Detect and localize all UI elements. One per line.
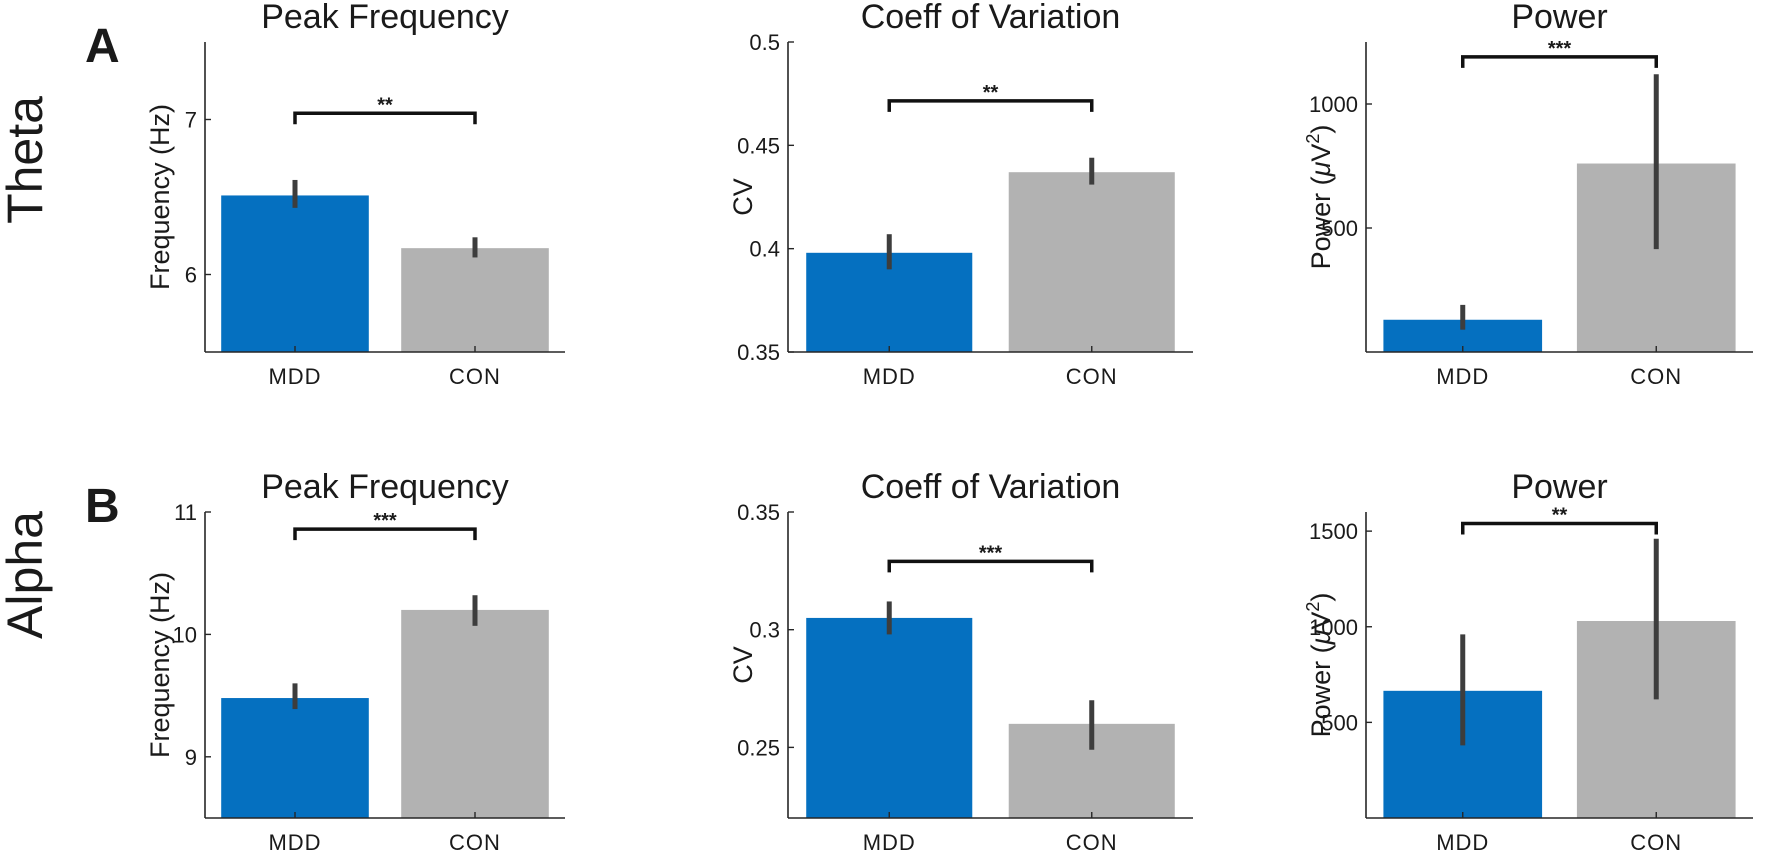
chart2-bar-con <box>1008 172 1175 352</box>
chart4-ytick-label: 10 <box>173 622 197 647</box>
chart5-title: Coeff of Variation <box>861 468 1121 506</box>
chart4-title: Peak Frequency <box>261 468 509 506</box>
chart1-bar-mdd <box>221 195 369 352</box>
chart3-xtick-label-mdd: MDD <box>1436 364 1489 389</box>
chart4-bar-con <box>401 609 549 818</box>
chart4-group: Peak Frequency Frequency (Hz) 9 10 11 MDD CON *… <box>145 468 565 853</box>
chart6-significance-bracket <box>1461 521 1658 535</box>
chart1-ytick-label: 6 <box>185 263 197 288</box>
chart3-ylabel-part: ) <box>1306 125 1336 134</box>
chart3-ylabel-part: μ <box>1306 161 1336 177</box>
chart1-group: Peak Frequency Frequency (Hz) 6 7 MDD CON ** <box>145 0 565 389</box>
chart3-ytick-label: 500 <box>1321 216 1358 241</box>
chart5-significance-bracket <box>887 559 1094 573</box>
chart4-significance-label: *** <box>373 510 397 532</box>
chart5-significance-label: *** <box>979 542 1003 564</box>
chart1-title: Peak Frequency <box>261 0 509 36</box>
chart2-significance-bracket <box>887 99 1094 112</box>
chart4-ylabel: Frequency (Hz) <box>145 572 175 758</box>
chart6-significance-label: ** <box>1552 504 1568 526</box>
chart4-xtick-label-con: CON <box>449 830 501 853</box>
chart6-ylabel: Power (μV2) <box>1303 593 1336 738</box>
chart1-bar-con <box>401 248 549 352</box>
chart5-group: Coeff of Variation CV 0.25 0.3 0.35 MDD CON *** <box>728 468 1193 853</box>
chart4-bar-mdd <box>221 698 369 818</box>
chart2-group: Coeff of Variation CV 0.35 0.4 0.45 0.5 MDD CON… <box>728 0 1193 389</box>
chart6-ytick-label: 1000 <box>1309 615 1358 640</box>
chart3-ylabel-part: 2 <box>1303 134 1323 144</box>
chart1-xtick-label-mdd: MDD <box>268 364 321 389</box>
chart6-ylabel-part: 2 <box>1303 602 1323 612</box>
chart2-ylabel: CV <box>728 178 758 216</box>
chart1-significance-bracket <box>293 111 477 125</box>
chart6-xtick-label-mdd: MDD <box>1436 830 1489 853</box>
chart5-bar-mdd <box>806 617 973 818</box>
chart6-ytick-label: 500 <box>1321 710 1358 735</box>
chart3-title: Power <box>1511 0 1607 36</box>
chart1-significance-label: ** <box>377 94 393 116</box>
chart2-xtick-label-mdd: MDD <box>863 364 916 389</box>
chart6-ytick-label: 1500 <box>1309 519 1358 544</box>
chart6-ylabel-part: μ <box>1306 629 1336 645</box>
chart6-xtick-label-con: CON <box>1630 830 1682 853</box>
chart5-ylabel: CV <box>728 646 758 684</box>
chart4-xtick-label-mdd: MDD <box>268 830 321 853</box>
chart2-title: Coeff of Variation <box>861 0 1121 36</box>
chart3-significance-label: *** <box>1548 38 1572 60</box>
chart1-ylabel: Frequency (Hz) <box>145 104 175 290</box>
panel-letter-a: A <box>85 20 120 73</box>
row-label-alpha: Alpha <box>0 511 53 639</box>
chart3-ylabel-part: V <box>1306 144 1336 162</box>
chart5-xtick-label-mdd: MDD <box>863 830 916 853</box>
chart2-xtick-label-con: CON <box>1066 364 1118 389</box>
chart2-ytick-label: 0.5 <box>749 30 780 55</box>
panel-letter-b: B <box>85 480 120 533</box>
chart2-significance-label: ** <box>983 82 999 104</box>
chart3-xtick-label-con: CON <box>1630 364 1682 389</box>
chart2-ytick-label: 0.4 <box>749 237 780 262</box>
chart4-significance-bracket <box>293 527 477 541</box>
chart4-ytick-label: 11 <box>174 500 197 525</box>
chart3-ylabel: Power (μV2) <box>1303 125 1336 270</box>
row-label-theta: Theta <box>0 96 53 224</box>
chart5-ytick-label: 0.35 <box>737 500 780 525</box>
chart6-ylabel-part: V <box>1306 612 1336 630</box>
chart2-ytick-label: 0.45 <box>737 133 780 158</box>
chart1-ytick-label: 7 <box>185 108 197 133</box>
chart5-xtick-label-con: CON <box>1066 830 1118 853</box>
chart4-ytick-label: 9 <box>185 745 197 770</box>
chart3-ytick-label: 1000 <box>1309 92 1358 117</box>
chart3-ylabel-part: Power ( <box>1306 176 1336 269</box>
chart2-ytick-label: 0.35 <box>737 340 780 365</box>
chart3-significance-bracket <box>1461 55 1658 68</box>
chart1-xtick-label-con: CON <box>449 364 501 389</box>
chart6-ylabel-part: ) <box>1306 593 1336 602</box>
chart5-ytick-label: 0.25 <box>737 735 780 760</box>
chart5-ytick-label: 0.3 <box>749 618 780 643</box>
chart6-ylabel-part: Power ( <box>1306 644 1336 737</box>
chart6-title: Power <box>1511 468 1607 506</box>
